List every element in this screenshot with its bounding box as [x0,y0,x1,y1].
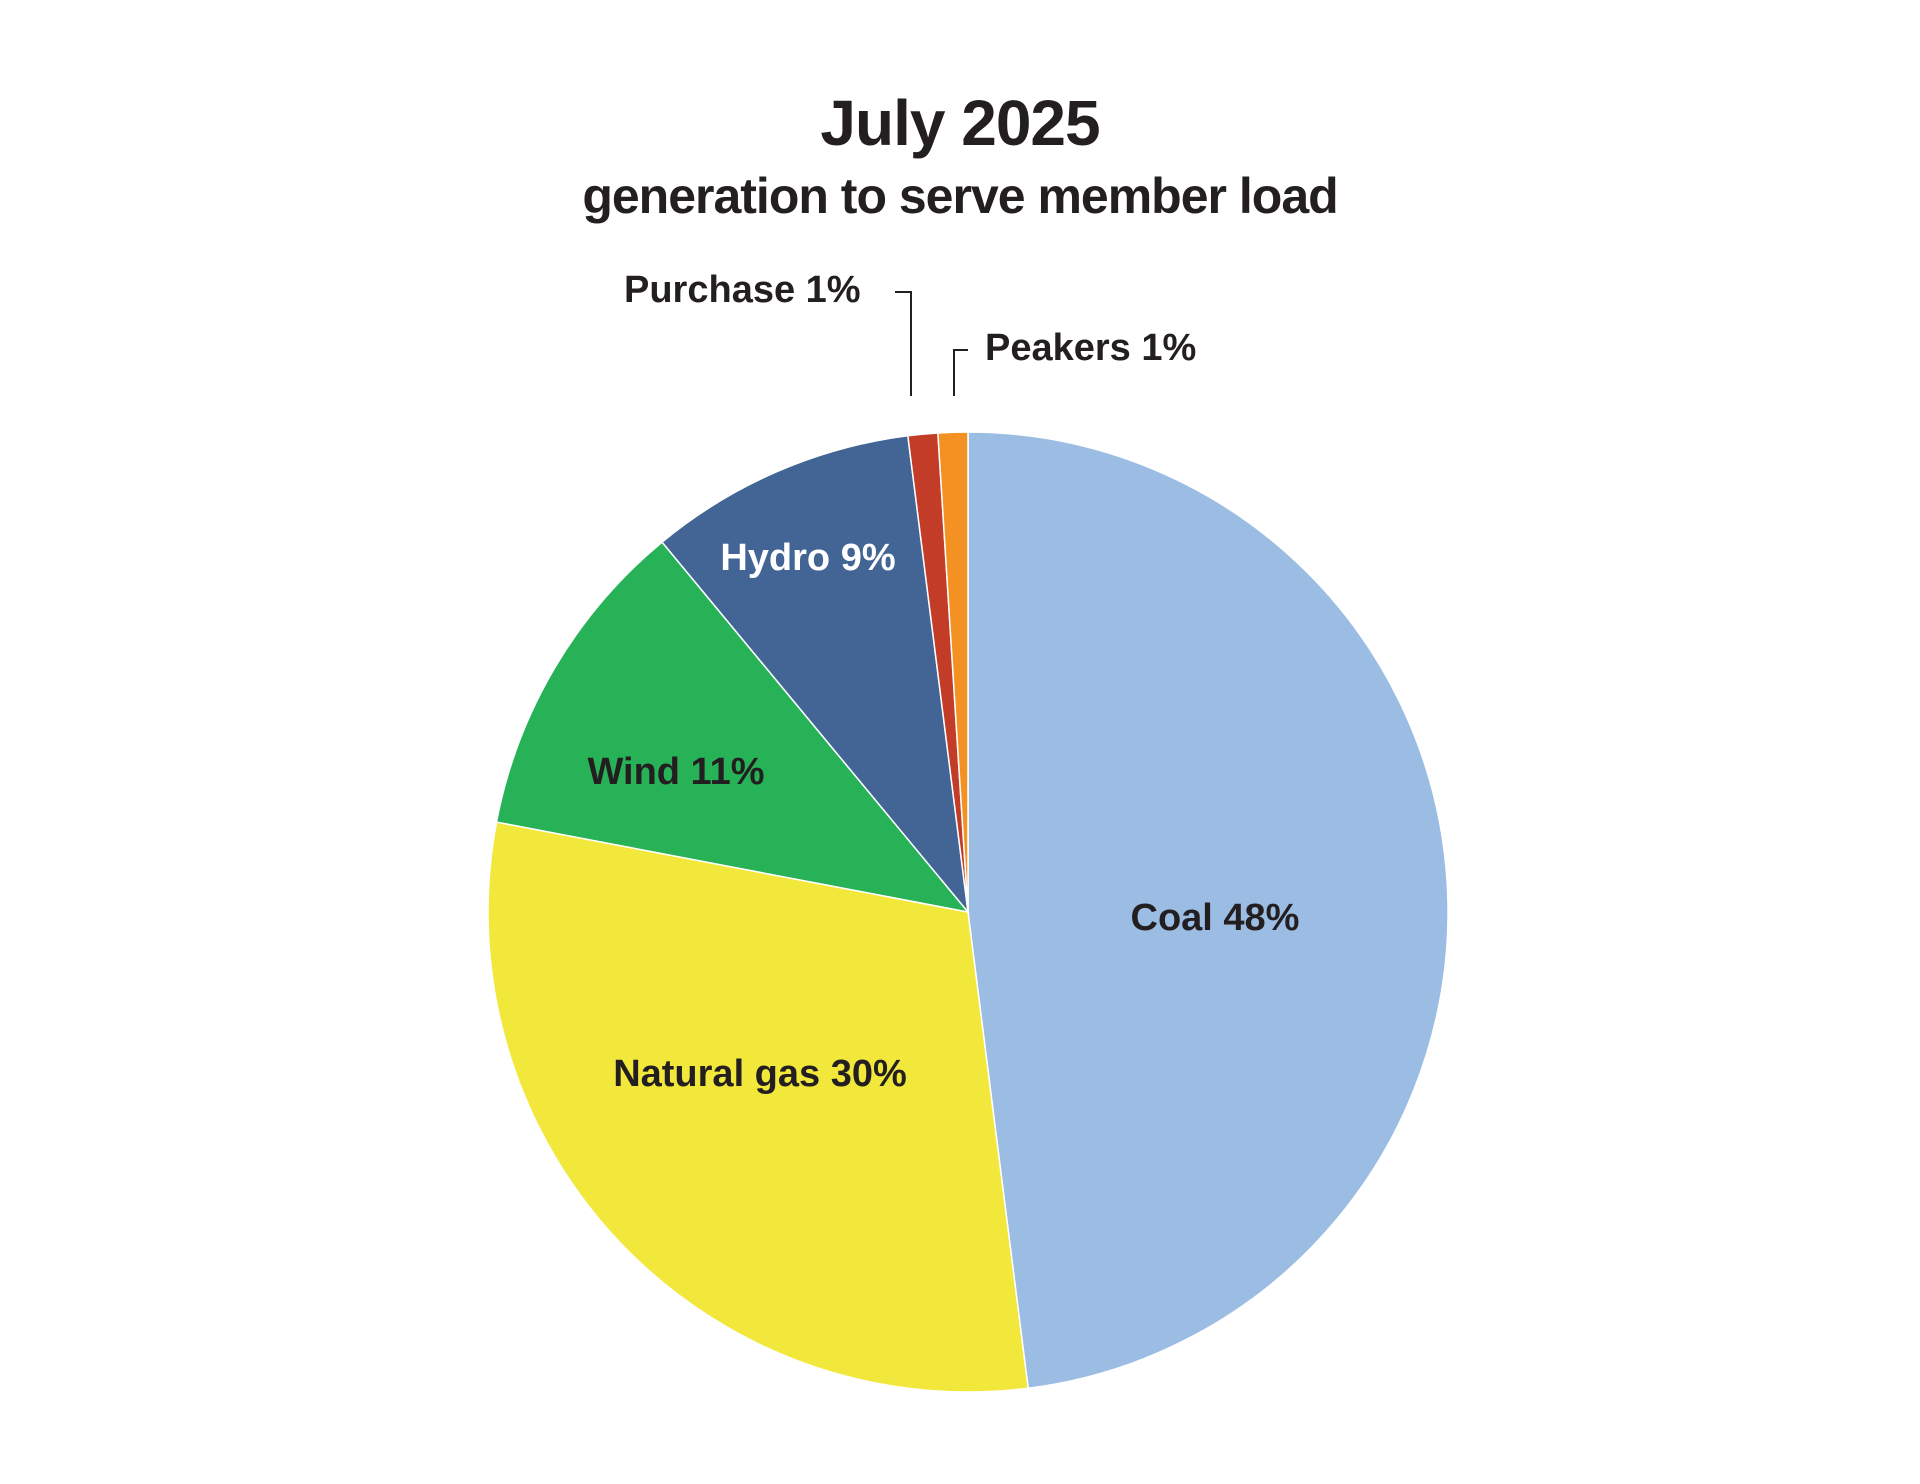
pie-slice-natural-gas [487,821,1029,1393]
slice-label-peakers: Peakers 1% [985,327,1196,369]
slice-label-natural-gas: Natural gas 30% [613,1053,907,1095]
slice-label-hydro: Hydro 9% [720,537,895,579]
pie-slice-wind [495,541,970,914]
chart-subtitle: generation to serve member load [582,168,1338,224]
pie-slice-coal [967,431,1449,1390]
pie-slice-peakers [937,431,969,913]
chart-title: July 2025 [820,87,1100,159]
leader-line-peakers [953,349,968,396]
pie-slice-hydro [660,434,970,915]
slice-label-purchase: Purchase 1% [624,269,861,311]
leader-line-purchase [895,291,912,396]
slice-label-coal: Coal 48% [1131,897,1300,939]
slice-label-wind: Wind 11% [587,751,764,793]
